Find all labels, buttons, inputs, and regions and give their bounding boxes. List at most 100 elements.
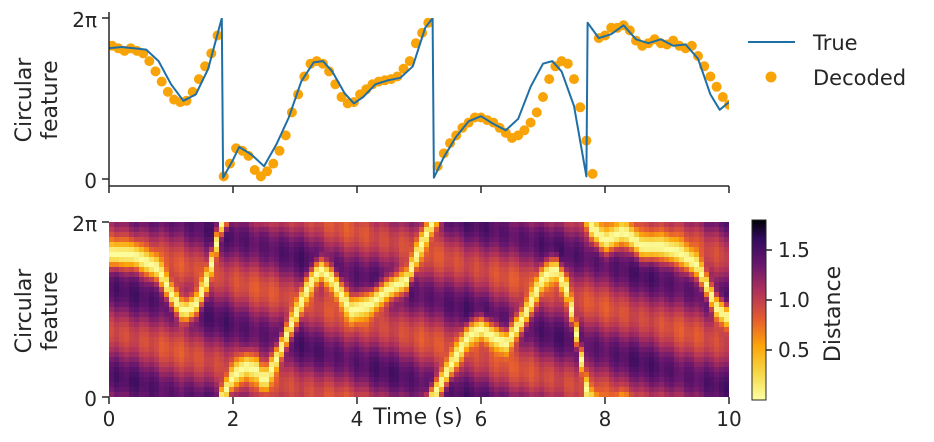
heatmap-cell (524, 317, 530, 323)
heatmap-cell (384, 222, 390, 228)
heatmap-cell (254, 332, 260, 338)
heatmap-cell (154, 262, 160, 268)
heatmap-cell (379, 347, 385, 353)
heatmap-cell (689, 312, 695, 318)
heatmap-cell (274, 297, 280, 303)
heatmap-cell (659, 272, 665, 278)
heatmap-cell (664, 242, 670, 248)
heatmap-cell (354, 297, 360, 303)
heatmap-cell (179, 227, 185, 233)
heatmap-cell (634, 222, 640, 228)
heatmap-cell (209, 247, 215, 253)
heatmap-cell (239, 327, 245, 333)
heatmap-cell (224, 302, 230, 308)
heatmap-cell (644, 382, 650, 388)
heatmap-cell (429, 322, 435, 328)
heatmap-cell (654, 272, 660, 278)
heatmap-cell (149, 357, 155, 363)
heatmap-cell (209, 262, 215, 268)
heatmap-cell (344, 307, 350, 313)
heatmap-cell (339, 387, 345, 393)
heatmap-cell (714, 357, 720, 363)
heatmap-cell (129, 292, 135, 298)
heatmap-cell (644, 347, 650, 353)
heatmap-cell (334, 297, 340, 303)
heatmap-cell (569, 272, 575, 278)
heatmap-cell (404, 332, 410, 338)
heatmap-cell (534, 362, 540, 368)
heatmap-cell (504, 262, 510, 268)
heatmap-cell (469, 252, 475, 258)
heatmap-cell (149, 392, 155, 397)
heatmap-cell (689, 317, 695, 323)
heatmap-cell (274, 262, 280, 268)
heatmap-cell (399, 237, 405, 243)
heatmap-cell (674, 372, 680, 378)
heatmap-cell (709, 352, 715, 358)
heatmap-cell (529, 277, 535, 283)
heatmap-cell (134, 292, 140, 298)
heatmap-cell (554, 257, 560, 263)
heatmap-cell (129, 222, 135, 228)
heatmap-cell (649, 332, 655, 338)
heatmap-cell (669, 292, 675, 298)
heatmap-cell (469, 352, 475, 358)
heatmap-cell (719, 367, 725, 373)
heatmap-cell (309, 277, 315, 283)
heatmap-cell (529, 347, 535, 353)
heatmap-cell (324, 377, 330, 383)
heatmap-cell (129, 237, 135, 243)
heatmap-cell (559, 377, 565, 383)
heatmap-cell (194, 332, 200, 338)
heatmap-cell (579, 332, 585, 338)
heatmap-cell (144, 302, 150, 308)
heatmap-cell (329, 367, 335, 373)
heatmap-cell (439, 327, 445, 333)
heatmap-cell (184, 377, 190, 383)
heatmap-cell (714, 372, 720, 378)
heatmap-cell (604, 262, 610, 268)
heatmap-cell (449, 312, 455, 318)
heatmap-cell (334, 332, 340, 338)
heatmap-cell (709, 322, 715, 328)
heatmap-cell (494, 347, 500, 353)
heatmap-cell (124, 247, 130, 253)
heatmap-cell (359, 317, 365, 323)
heatmap-cell (159, 332, 165, 338)
heatmap-cell (294, 352, 300, 358)
heatmap-cell (244, 222, 250, 228)
heatmap-cell (549, 382, 555, 388)
heatmap-cell (324, 272, 330, 278)
heatmap-cell (719, 227, 725, 233)
heatmap-cell (504, 242, 510, 248)
heatmap-cell (449, 322, 455, 328)
heatmap-cell (614, 287, 620, 293)
bottom-ylabel-line1: Circular (12, 268, 37, 354)
heatmap-cell (649, 247, 655, 253)
heatmap-cell (629, 282, 635, 288)
heatmap-cell (469, 297, 475, 303)
heatmap-cell (629, 307, 635, 313)
heatmap-cell (274, 307, 280, 313)
heatmap-cell (679, 352, 685, 358)
heatmap-cell (329, 387, 335, 393)
heatmap-cell (359, 267, 365, 273)
heatmap-cell (619, 347, 625, 353)
heatmap-cell (704, 372, 710, 378)
heatmap-cell (129, 322, 135, 328)
heatmap-cell (294, 372, 300, 378)
heatmap-cell (524, 307, 530, 313)
heatmap-cell (614, 387, 620, 393)
heatmap-cell (474, 322, 480, 328)
heatmap-cell (354, 247, 360, 253)
heatmap-cell (494, 352, 500, 358)
heatmap-cell (644, 387, 650, 393)
heatmap-cell (164, 337, 170, 343)
heatmap-cell (459, 317, 465, 323)
heatmap-cell (489, 262, 495, 268)
heatmap-cell (229, 267, 235, 273)
heatmap-cell (454, 352, 460, 358)
heatmap-cell (639, 357, 645, 363)
heatmap-cell (449, 317, 455, 323)
heatmap-cell (359, 252, 365, 258)
